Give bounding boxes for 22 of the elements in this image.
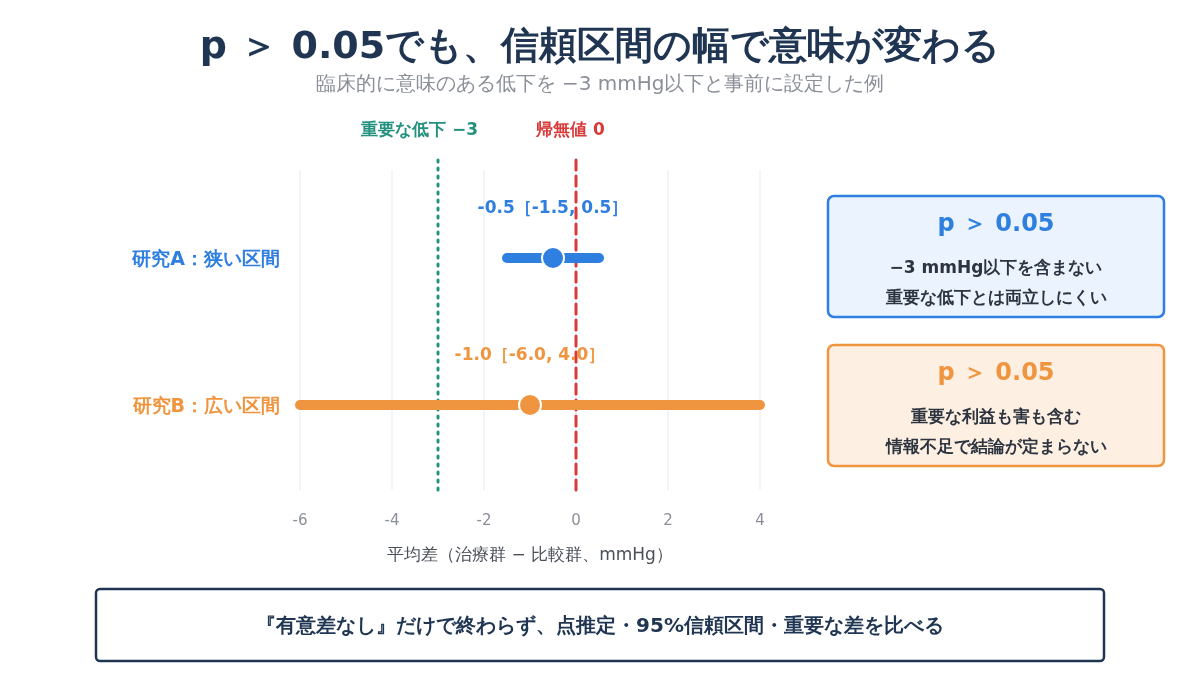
y-tick-label: 研究B：広い区間	[131, 394, 280, 416]
text: p ＞ 0.05	[937, 358, 1055, 386]
x-tick-label: 2	[663, 511, 673, 529]
text: −3 mmHg以下を含まない	[889, 257, 1103, 277]
data-label: -0.5［-1.5, 0.5］	[477, 197, 629, 217]
x-tick-label: -4	[384, 511, 400, 529]
x-tick-label: -2	[476, 511, 492, 529]
text: p ＞ 0.05	[937, 209, 1055, 237]
chart-subtitle: 臨床的に意味のある低下を −3 mmHg以下と事前に設定した例	[315, 71, 885, 95]
x-axis-title: 平均差（治療群 − 比較群、mmHg）	[387, 544, 673, 564]
x-tick-label: 0	[571, 511, 581, 529]
data-label: -1.0［-6.0, 4.0］	[454, 344, 606, 364]
text: 情報不足で結論が定まらない	[884, 436, 1107, 456]
text: 重要な利益も害も含む	[910, 406, 1081, 426]
x-tick-label: 4	[755, 511, 765, 529]
chart-title: p ＞ 0.05でも、信頼区間の幅で意味が変わる	[199, 23, 1001, 67]
x-tick-label: -6	[292, 511, 308, 529]
ref-line-label: 重要な低下 −3	[360, 119, 478, 139]
ref-line-label: 帰無値 0	[535, 119, 605, 139]
y-tick-label: 研究A：狭い区間	[131, 247, 280, 269]
text: 『有意差なし』だけで終わらず、点推定・95%信頼区間・重要な差を比べる	[256, 613, 944, 637]
text: 重要な低下とは両立しにくい	[884, 287, 1107, 307]
